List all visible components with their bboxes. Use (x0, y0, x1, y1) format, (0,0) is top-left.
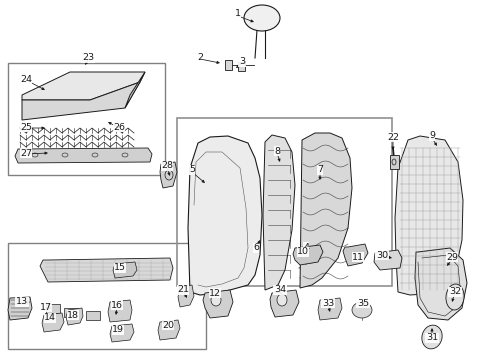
Text: 1: 1 (235, 9, 241, 18)
Text: 18: 18 (67, 310, 79, 320)
Polygon shape (125, 72, 145, 108)
Text: 34: 34 (273, 285, 285, 294)
Text: 14: 14 (44, 314, 56, 323)
Ellipse shape (445, 284, 463, 310)
Text: 24: 24 (20, 75, 32, 84)
Text: 6: 6 (252, 243, 259, 252)
Text: 20: 20 (162, 320, 174, 329)
Polygon shape (22, 72, 145, 100)
Polygon shape (187, 136, 262, 295)
Polygon shape (66, 308, 83, 325)
Ellipse shape (351, 302, 371, 318)
Polygon shape (414, 248, 466, 320)
Text: 22: 22 (386, 132, 398, 141)
Text: 30: 30 (375, 251, 387, 260)
Polygon shape (317, 298, 341, 320)
Text: 16: 16 (111, 301, 123, 310)
Text: 4: 4 (303, 243, 308, 252)
Text: 17: 17 (40, 302, 52, 311)
Polygon shape (292, 245, 323, 265)
Text: 32: 32 (448, 288, 460, 297)
Polygon shape (8, 297, 32, 320)
Text: 26: 26 (113, 122, 125, 131)
Polygon shape (158, 320, 180, 340)
Ellipse shape (244, 5, 280, 31)
Polygon shape (15, 148, 152, 163)
Text: 10: 10 (296, 248, 308, 256)
Polygon shape (40, 258, 173, 282)
Bar (224, 60, 231, 70)
Text: 3: 3 (239, 58, 244, 67)
Polygon shape (42, 313, 64, 332)
Polygon shape (263, 135, 294, 290)
Bar (8, 243, 205, 349)
Bar (238, 62, 244, 71)
Bar (177, 118, 391, 286)
Polygon shape (64, 308, 78, 317)
Polygon shape (160, 162, 177, 188)
Polygon shape (342, 244, 367, 266)
Ellipse shape (210, 294, 221, 306)
Polygon shape (110, 324, 134, 342)
Text: 33: 33 (321, 298, 333, 307)
Text: 13: 13 (16, 297, 28, 306)
Text: 19: 19 (112, 325, 124, 334)
Text: 9: 9 (428, 131, 434, 140)
Bar (8, 63, 164, 175)
Text: 12: 12 (208, 288, 221, 297)
Ellipse shape (421, 325, 441, 349)
Polygon shape (22, 82, 140, 120)
Text: 28: 28 (161, 162, 173, 171)
Ellipse shape (276, 294, 286, 306)
Text: 29: 29 (445, 252, 457, 261)
Polygon shape (178, 285, 194, 307)
Polygon shape (113, 262, 137, 278)
Text: 5: 5 (189, 166, 195, 175)
Text: 2: 2 (197, 54, 203, 63)
Text: 21: 21 (177, 285, 189, 294)
Polygon shape (203, 290, 232, 318)
Polygon shape (394, 136, 462, 295)
Polygon shape (269, 290, 298, 317)
Text: 8: 8 (273, 147, 280, 156)
Text: 31: 31 (425, 333, 437, 342)
Text: 11: 11 (351, 252, 363, 261)
Polygon shape (373, 250, 401, 270)
Text: 7: 7 (316, 166, 323, 175)
Text: 15: 15 (114, 264, 126, 273)
Text: 23: 23 (82, 54, 94, 63)
Text: 35: 35 (356, 298, 368, 307)
Polygon shape (108, 300, 132, 322)
Bar (389, 155, 398, 169)
Text: 25: 25 (20, 122, 32, 131)
Polygon shape (86, 311, 100, 320)
Text: 27: 27 (20, 148, 32, 158)
Polygon shape (299, 133, 351, 288)
Polygon shape (46, 304, 60, 313)
